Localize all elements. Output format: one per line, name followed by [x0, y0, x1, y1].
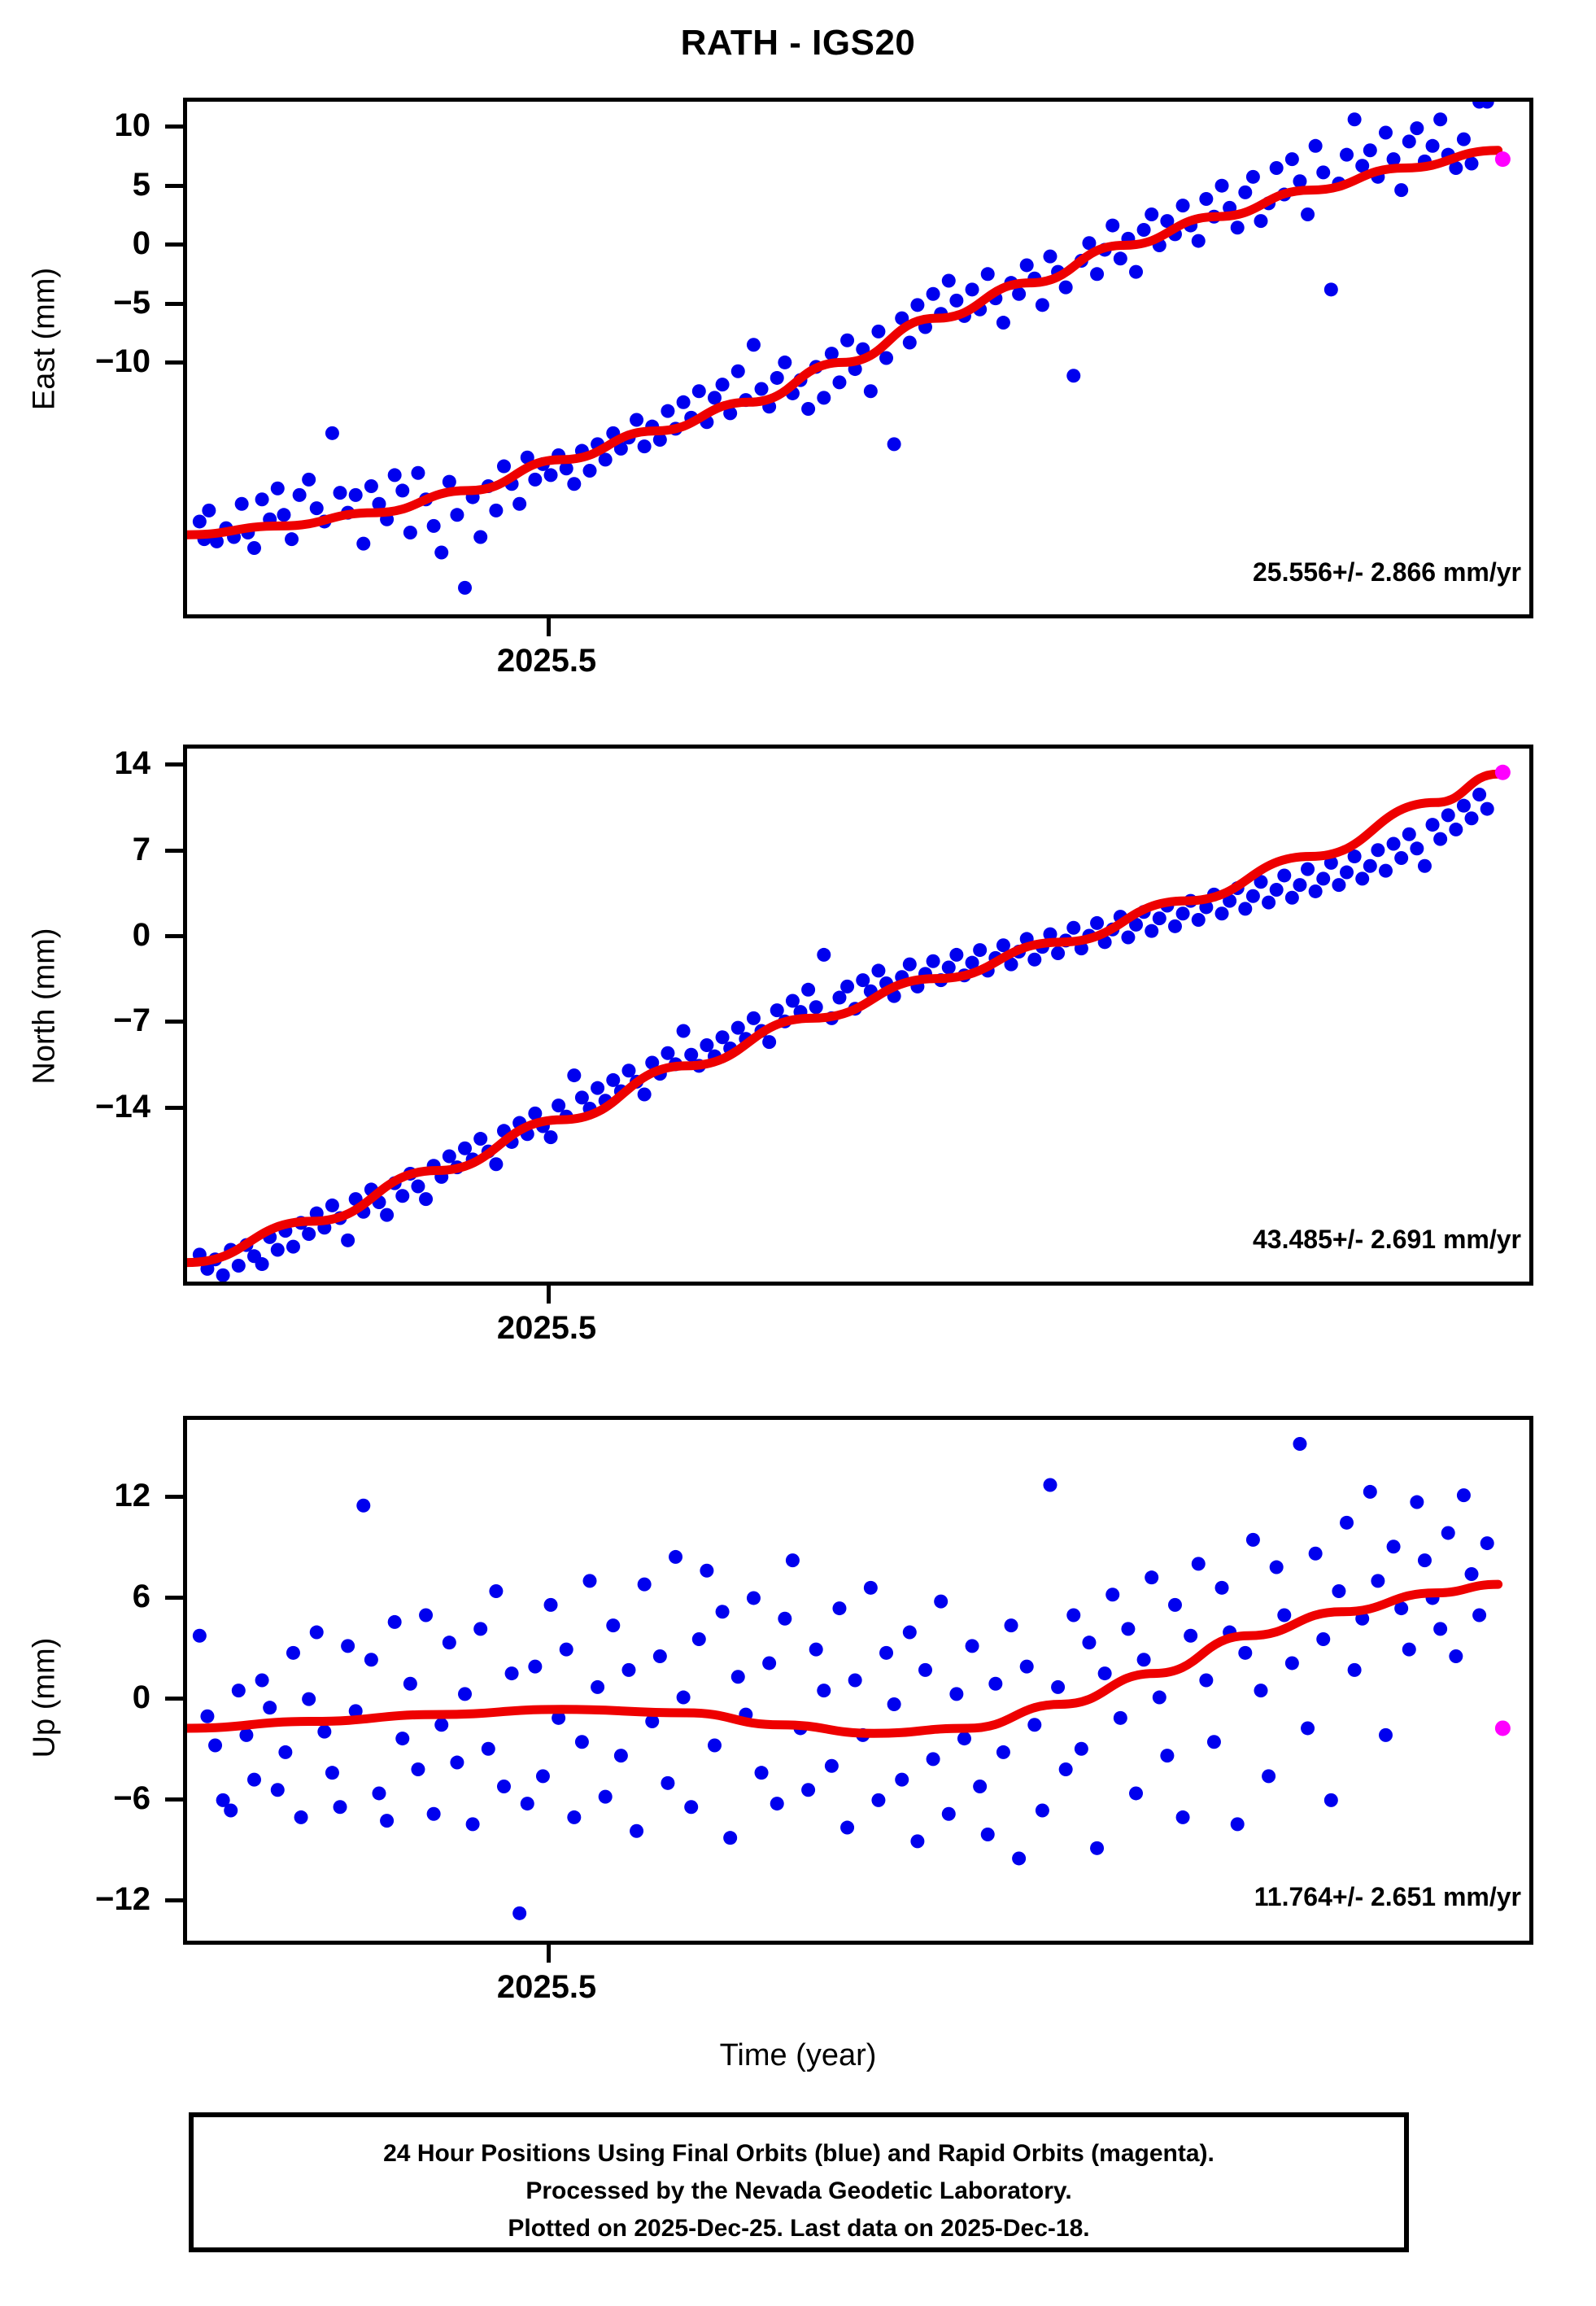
axis-label-time: Time (year): [719, 2038, 877, 2072]
ytick-mark-up-2: [165, 1697, 183, 1701]
ytick-north-3: −7: [113, 1002, 150, 1038]
ytick-mark-east-3: [165, 302, 183, 306]
plot-area-north: [183, 745, 1533, 1286]
rapid-orbit-point: [1494, 764, 1511, 780]
panel-up: Up (mm) 12 6 0 −6 −12 2025.5 11.764+/- 2…: [0, 1343, 1596, 2072]
ytick-east-0: 10: [114, 107, 151, 143]
ytick-east-3: −5: [113, 285, 150, 321]
rapid-orbit-point: [1494, 1720, 1511, 1736]
ytick-mark-north-2: [165, 934, 183, 938]
ytick-up-3: −6: [113, 1780, 150, 1816]
trend-line: [187, 769, 1503, 1268]
page-title: RATH - IGS20: [680, 23, 916, 63]
ytick-mark-up-4: [165, 1898, 183, 1902]
ytick-up-2: 0: [132, 1679, 150, 1715]
caption-box: 24 Hour Positions Using Final Orbits (bl…: [189, 2112, 1409, 2252]
xtick-label-north: 2025.5: [496, 1310, 597, 1346]
caption-line-3: Plotted on 2025-Dec-25. Last data on 202…: [508, 2215, 1090, 2242]
caption-line-2: Processed by the Nevada Geodetic Laborat…: [525, 2177, 1072, 2204]
ytick-mark-north-1: [165, 849, 183, 853]
ytick-up-1: 6: [132, 1579, 150, 1614]
ytick-north-4: −14: [95, 1089, 150, 1125]
plot-area-east: [183, 98, 1533, 618]
xtick-mark-east: [547, 618, 551, 636]
scatter-canvas-up: [187, 1436, 1511, 1920]
trend-line: [187, 146, 1503, 539]
scatter-canvas-east: [187, 102, 1511, 595]
caption-line-1: 24 Hour Positions Using Final Orbits (bl…: [383, 2140, 1214, 2167]
xtick-mark-up: [547, 1945, 551, 1963]
xtick-label-east: 2025.5: [496, 643, 597, 679]
rate-label-north: 43.485+/- 2.691 mm/yr: [1252, 1225, 1521, 1254]
ytick-mark-east-1: [165, 184, 183, 188]
panel-north: North (mm) 14 7 0 −7 −14 2025.5 43.485+/…: [0, 667, 1596, 1346]
xtick-label-up: 2025.5: [496, 1969, 597, 2005]
ytick-north-0: 14: [114, 745, 151, 781]
plot-area-up: [183, 1416, 1533, 1945]
ytick-mark-east-4: [165, 360, 183, 365]
ytick-north-2: 0: [132, 917, 150, 953]
data-points-north: [192, 788, 1494, 1282]
rate-label-up: 11.764+/- 2.651 mm/yr: [1254, 1882, 1521, 1911]
ytick-mark-north-3: [165, 1020, 183, 1024]
ytick-east-1: 5: [132, 167, 150, 203]
ytick-mark-up-3: [165, 1797, 183, 1802]
ytick-mark-north-4: [165, 1106, 183, 1110]
scatter-canvas-north: [187, 764, 1511, 1282]
ytick-east-4: −10: [95, 343, 150, 379]
ytick-up-4: −12: [95, 1881, 150, 1917]
ytick-mark-up-1: [165, 1596, 183, 1600]
panel-east: East (mm) 10 5 0 −5 −10 2025.5 25.556+/-…: [0, 0, 1596, 679]
ytick-mark-up-0: [165, 1495, 183, 1499]
ytick-east-2: 0: [132, 225, 150, 261]
ytick-mark-east-2: [165, 242, 183, 247]
data-points-east: [192, 102, 1494, 595]
ytick-up-0: 12: [114, 1478, 151, 1513]
trend-line: [187, 1579, 1503, 1738]
ytick-north-1: 7: [132, 832, 150, 867]
data-points-up: [192, 1436, 1494, 1920]
rate-label-east: 25.556+/- 2.866 mm/yr: [1252, 557, 1521, 587]
ytick-mark-north-0: [165, 762, 183, 766]
rapid-orbit-point: [1494, 151, 1511, 168]
xtick-mark-north: [547, 1286, 551, 1304]
ytick-mark-east-0: [165, 124, 183, 129]
